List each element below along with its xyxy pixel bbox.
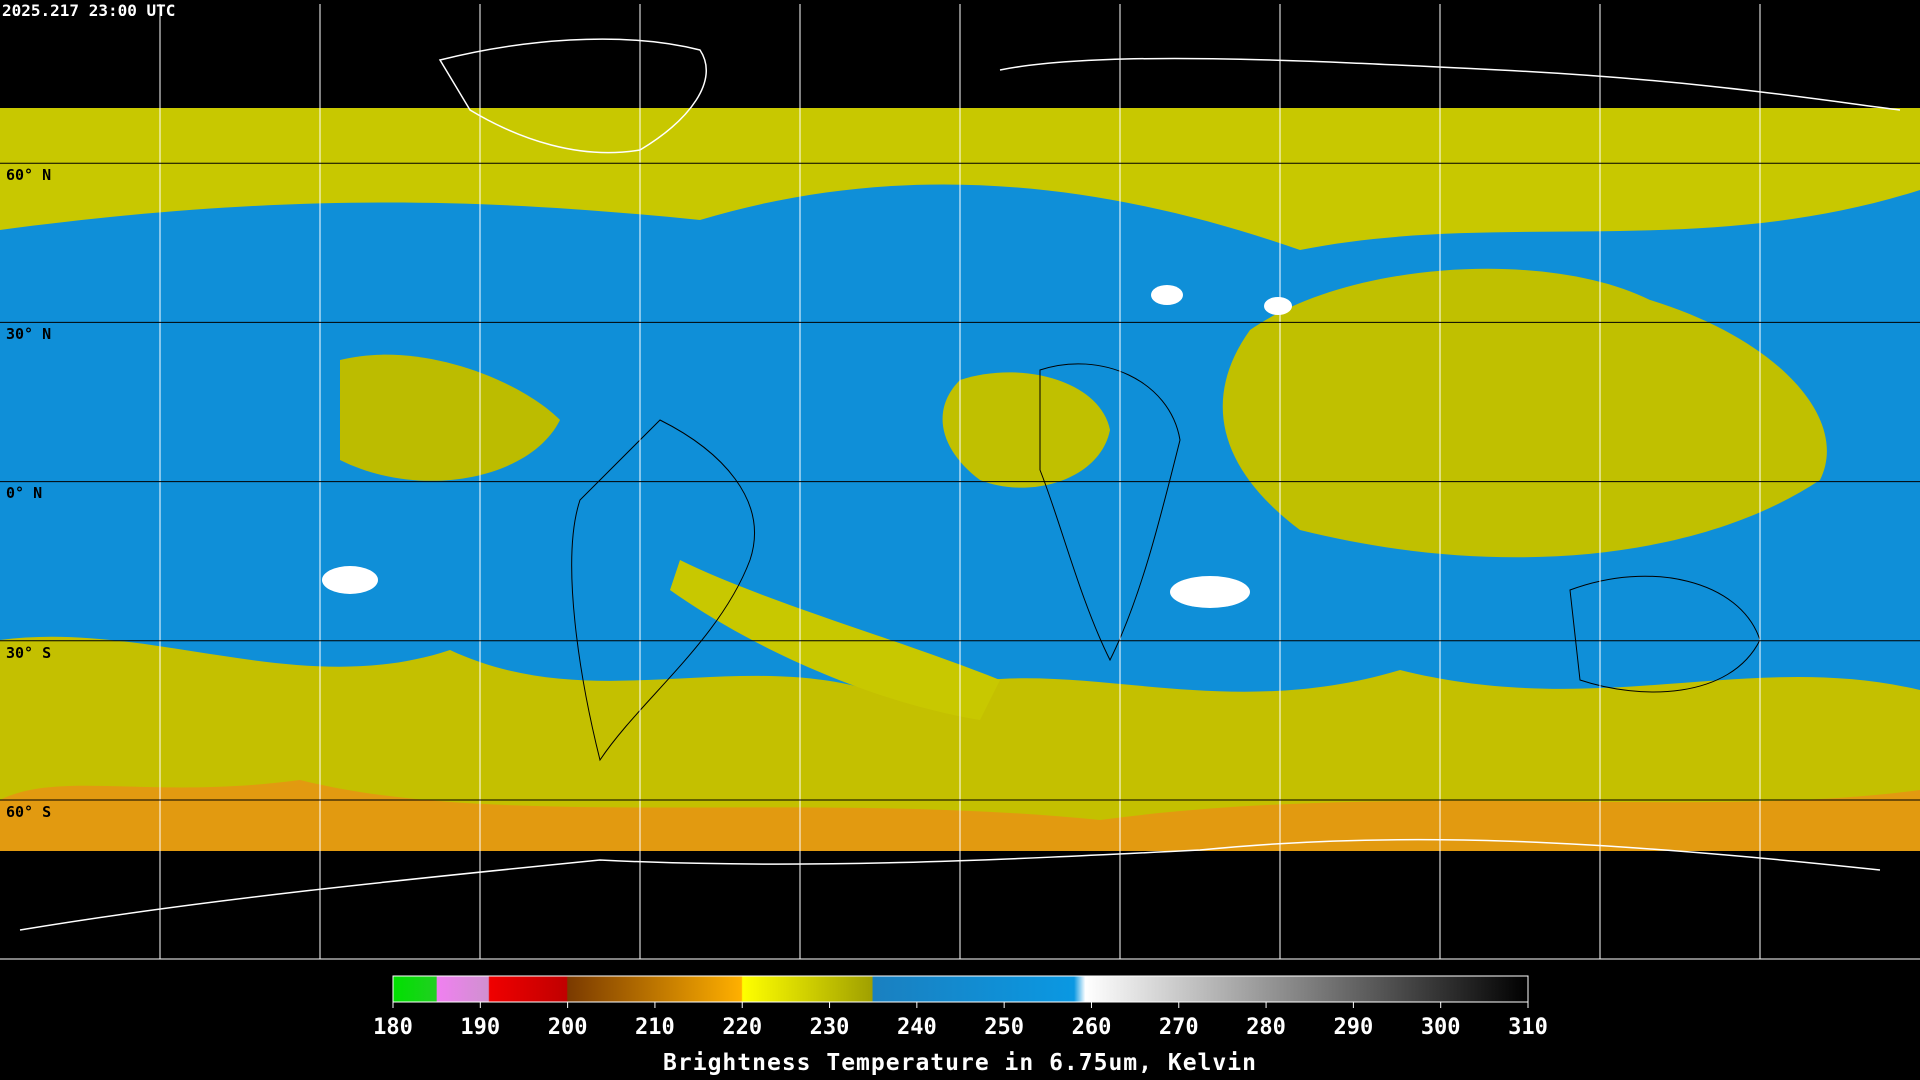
timestamp: 2025.217 23:00 UTC xyxy=(2,1,175,20)
latitude-label: 60° S xyxy=(6,803,51,821)
latitude-label: 0° N xyxy=(6,484,42,502)
tick-label: 220 xyxy=(722,1015,762,1040)
tick-label: 280 xyxy=(1246,1015,1286,1040)
tick-label: 230 xyxy=(810,1015,850,1040)
tick-label: 210 xyxy=(635,1015,675,1040)
tick-label: 300 xyxy=(1421,1015,1461,1040)
latitude-label: 60° N xyxy=(6,166,51,184)
colorbar xyxy=(392,975,1529,1003)
lat-lon-grid xyxy=(0,4,1920,960)
coastlines xyxy=(19,38,1901,931)
tick-label: 270 xyxy=(1159,1015,1199,1040)
colorbar-ticks: 180 190 200 210 220 230 240 250 260 270 280 290 300 3… xyxy=(373,1002,1548,1040)
colorbar-label: Brightness Temperature in 6.75um, Kelvin xyxy=(663,1050,1257,1076)
tick-label: 290 xyxy=(1334,1015,1374,1040)
tick-label: 200 xyxy=(548,1015,588,1040)
tick-label: 180 xyxy=(373,1015,413,1040)
tick-label: 310 xyxy=(1508,1015,1548,1040)
latitude-label: 30° S xyxy=(6,644,51,662)
tick-label: 260 xyxy=(1072,1015,1112,1040)
tick-label: 240 xyxy=(897,1015,937,1040)
tick-label: 190 xyxy=(460,1015,500,1040)
latitude-label: 30° N xyxy=(6,325,51,343)
tick-label: 250 xyxy=(984,1015,1024,1040)
